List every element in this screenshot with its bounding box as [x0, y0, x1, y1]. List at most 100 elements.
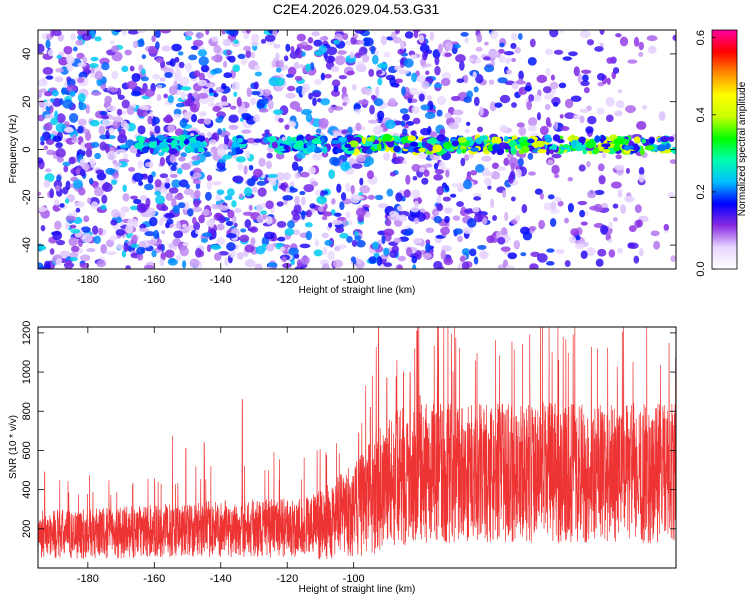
spectrogram-noise-blob — [613, 164, 625, 171]
spectrogram-noise-blob — [78, 102, 87, 111]
spectrogram-noise-blob — [320, 72, 326, 81]
spectrogram-noise-blob — [669, 159, 676, 164]
spectrogram-noise-blob — [650, 230, 660, 237]
spectrogram-noise-blob — [145, 197, 151, 208]
spectrogram-noise-blob — [155, 195, 166, 205]
spectrogram-noise-blob — [412, 264, 417, 269]
spectrogram-noise-blob — [321, 263, 330, 269]
spectrogram-noise-blob — [126, 105, 135, 115]
spectrogram-noise-blob — [94, 152, 102, 160]
spectrogram-signal-blob — [314, 146, 321, 154]
spectrogram-noise-blob — [466, 217, 477, 228]
spectrogram-noise-blob — [444, 42, 453, 51]
spectrogram-noise-blob — [191, 155, 201, 161]
spectrogram-noise-blob — [121, 99, 130, 109]
spectrogram-noise-blob — [164, 249, 175, 259]
spectrogram-noise-blob — [138, 181, 144, 186]
spectrogram-noise-blob — [395, 192, 403, 202]
spectrogram-noise-blob — [151, 35, 156, 43]
spectrogram-noise-blob — [542, 86, 552, 94]
spectrogram-noise-blob — [527, 152, 534, 160]
spectrogram-noise-blob — [436, 95, 447, 106]
spectrogram-noise-blob — [416, 74, 426, 84]
spectrogram-signal-blob — [457, 136, 468, 144]
spectrogram-noise-blob — [42, 67, 54, 75]
spectrogram-noise-blob — [267, 173, 278, 178]
spectrogram-noise-blob — [424, 111, 436, 120]
spectrogram-noise-blob — [109, 87, 119, 93]
spectrogram-noise-blob — [383, 262, 393, 267]
spectrogram-noise-blob — [250, 237, 256, 247]
spectrogram-noise-blob — [260, 38, 267, 44]
spectrogram-signal-blob — [235, 146, 241, 155]
spectrogram-x-label: Height of straight line (km) — [299, 285, 416, 296]
spectrogram-noise-blob — [38, 99, 45, 108]
spectrogram-noise-blob — [75, 168, 82, 175]
spectrogram-noise-blob — [236, 251, 245, 260]
spectrogram-noise-blob — [277, 236, 286, 242]
spectrogram-noise-blob — [54, 76, 64, 83]
spectrogram-noise-blob — [65, 221, 70, 230]
spectrogram-noise-blob — [334, 226, 345, 234]
spectrogram-noise-blob — [190, 45, 199, 51]
spectrogram-noise-blob — [346, 70, 355, 76]
spectrogram-noise-blob — [226, 49, 232, 56]
spectrogram-noise-blob — [305, 63, 311, 72]
spectrogram-noise-blob — [425, 242, 432, 253]
snr-x-ticks: -180 -160 -140 -120 -100 — [77, 327, 365, 585]
spectrogram-noise-blob — [351, 83, 357, 91]
spectrogram-noise-blob — [216, 189, 225, 196]
spectrogram-noise-blob — [128, 166, 136, 172]
spectrogram-noise-blob — [442, 196, 451, 202]
snr-x-tick-label: -120 — [276, 573, 298, 585]
spectrogram-noise-blob — [321, 232, 330, 239]
spectrogram-signal-blob — [640, 148, 645, 156]
spectrogram-noise-blob — [250, 51, 256, 59]
spectrogram-noise-blob — [385, 119, 396, 130]
spectrogram-noise-blob — [253, 81, 259, 90]
spectrogram-noise-blob — [254, 71, 263, 77]
spectrogram-noise-blob — [339, 232, 349, 239]
spectrogram-signal-blob — [148, 136, 157, 142]
spectrogram-noise-blob — [256, 215, 264, 223]
spectrogram-signal-blob — [283, 144, 289, 150]
spectrogram-noise-blob — [136, 246, 145, 255]
spectrogram-noise-blob — [201, 238, 208, 243]
spectrogram-noise-blob — [615, 154, 622, 160]
snr-y-tick-label: 400 — [21, 480, 33, 498]
spectrogram-signal-blob — [418, 147, 427, 153]
spectrogram-noise-blob — [294, 195, 300, 206]
spectrogram-noise-blob — [612, 217, 618, 222]
spectrogram-noise-blob — [445, 169, 450, 178]
spectrogram-noise-blob — [432, 49, 441, 59]
spectrogram-noise-blob — [244, 219, 252, 229]
spectrogram-noise-blob — [487, 185, 492, 190]
spectrogram-noise-blob — [54, 110, 59, 120]
spectrogram-noise-blob — [559, 114, 564, 119]
spectrogram-noise-blob — [517, 157, 524, 167]
spectrogram-noise-blob — [159, 77, 166, 82]
spectrogram-noise-blob — [243, 45, 252, 52]
spectrogram-noise-blob — [586, 247, 596, 256]
spectrogram-noise-blob — [44, 168, 52, 173]
spectrogram-noise-blob — [502, 189, 507, 199]
spectrogram-noise-blob — [174, 56, 180, 63]
spectrogram-noise-blob — [564, 98, 574, 109]
spectrogram-noise-blob — [550, 201, 557, 211]
spectrogram-noise-blob — [504, 265, 515, 269]
spectrogram-noise-blob — [356, 258, 363, 265]
spectrogram-noise-blob — [491, 162, 499, 170]
spectrogram-noise-blob — [290, 45, 295, 53]
spectrogram-noise-blob — [309, 203, 316, 209]
spectrogram-noise-blob — [188, 54, 198, 61]
spectrogram-noise-blob — [351, 239, 358, 247]
spectrogram-noise-blob — [40, 135, 45, 143]
spectrogram-noise-blob — [108, 127, 115, 135]
figure-title: C2E4.2026.029.04.53.G31 — [273, 1, 440, 17]
spectrogram-noise-blob — [177, 167, 183, 175]
spectrogram-noise-blob — [223, 72, 233, 79]
spectrogram-noise-blob — [539, 125, 549, 136]
spectrogram-noise-blob — [77, 237, 84, 248]
spectrogram-noise-blob — [225, 233, 237, 239]
spectrogram-noise-blob — [518, 126, 527, 136]
